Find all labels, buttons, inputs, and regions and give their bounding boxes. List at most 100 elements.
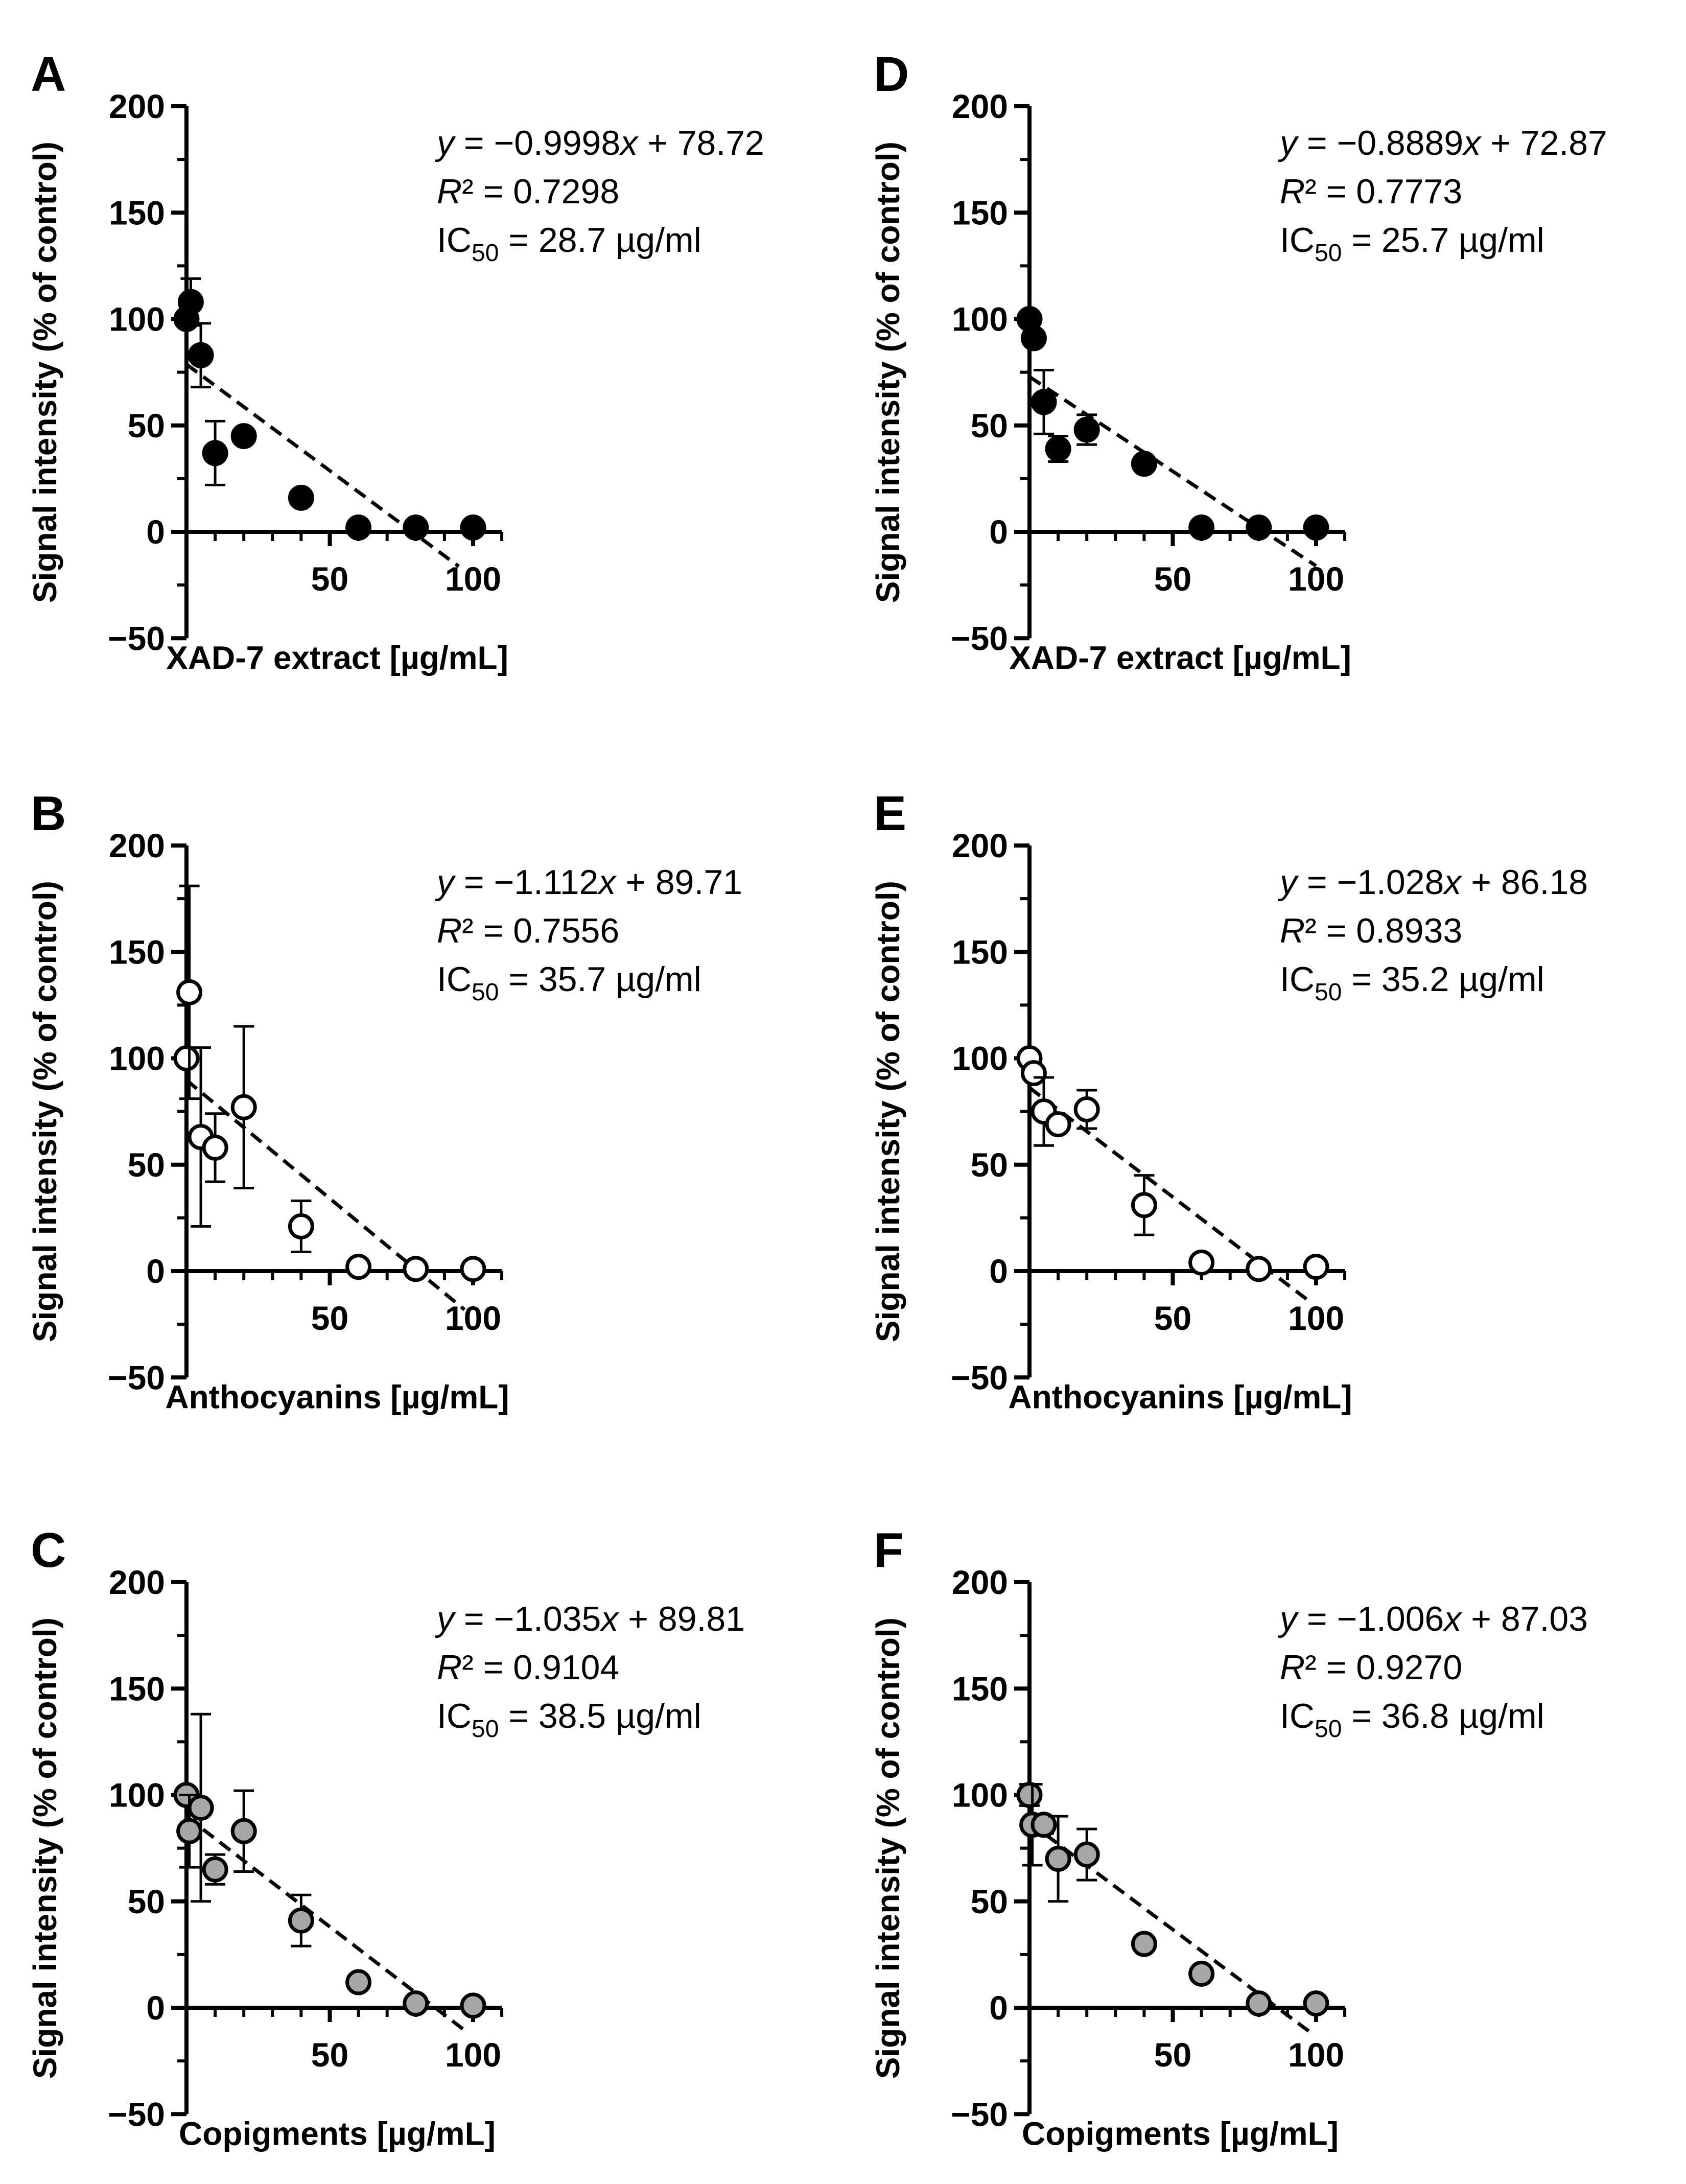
x-tick-label: 50 <box>1154 560 1191 598</box>
y-tick-label: 50 <box>128 1883 165 1920</box>
data-point <box>288 1907 314 1934</box>
y-tick-label: 0 <box>989 1252 1008 1290</box>
y-axis-title: Signal intensity (% of control) <box>27 142 63 603</box>
ic50-label: IC <box>437 1697 472 1735</box>
eq-x-var: x <box>1462 124 1482 162</box>
r2-label: R <box>437 911 462 950</box>
panel-f: F 200 150 100 50 0 −50 50 100 Copigments [µg/mL] S… <box>870 1523 1588 2152</box>
ic50-line: IC50 = 36.8 µg/ml <box>1280 1697 1544 1743</box>
data-point <box>230 423 257 450</box>
data-point <box>1031 389 1057 415</box>
x-axis-title: XAD-7 extract [µg/mL] <box>166 639 508 676</box>
r2-label: R <box>437 1648 462 1687</box>
y-tick-label: −50 <box>108 2095 165 2133</box>
data-point <box>403 1256 429 1282</box>
data-point <box>460 1992 486 2019</box>
y-tick-label: 200 <box>952 1563 1008 1601</box>
y-tick-label: 200 <box>952 827 1008 864</box>
y-tick-label: 150 <box>952 194 1008 231</box>
data-point <box>1246 1256 1272 1282</box>
eq-x-var: x <box>1442 1600 1462 1638</box>
eq-x-var: x <box>1442 863 1462 902</box>
x-axis-title: XAD-7 extract [µg/mL] <box>1009 639 1351 676</box>
ic50-subscript: 50 <box>1315 240 1342 267</box>
eq-slope: = −1.035 <box>454 1600 601 1638</box>
equation-line: y = −0.9998x + 78.72 <box>435 124 764 162</box>
eq-x-var: x <box>597 863 617 902</box>
y-tick-label: 0 <box>989 513 1008 551</box>
y-tick-label: 0 <box>989 1989 1008 2027</box>
ic50-value: = 38.5 µg/ml <box>499 1697 701 1735</box>
y-axis-title: Signal intensity (% of control) <box>870 1617 906 2079</box>
r2-label: R <box>1280 911 1305 950</box>
y-tick-label: 200 <box>109 827 165 864</box>
eq-y-var: y <box>1278 1600 1299 1638</box>
r2-value: ² = 0.7556 <box>462 911 619 950</box>
ic50-line: IC50 = 35.2 µg/ml <box>1280 960 1544 1006</box>
data-point <box>1016 1782 1043 1808</box>
data-point <box>177 289 204 315</box>
y-tick-label: 0 <box>146 1989 165 2027</box>
ic50-subscript: 50 <box>472 240 499 267</box>
y-axis-title: Signal intensity (% of control) <box>870 881 906 1342</box>
eq-intercept: + 72.87 <box>1481 124 1607 162</box>
y-tick-label: 150 <box>109 194 165 231</box>
data-point <box>202 1856 228 1883</box>
eq-slope: = −1.006 <box>1297 1600 1444 1638</box>
eq-y-var: y <box>1278 124 1299 162</box>
x-axis-title: Copigments [µg/mL] <box>179 2115 496 2152</box>
data-point <box>173 1045 200 1071</box>
x-tick-label: 50 <box>311 2036 348 2074</box>
regression-line <box>1028 1821 1312 2034</box>
regression-line <box>1028 375 1317 568</box>
x-tick-label: 100 <box>1288 2036 1344 2074</box>
eq-y-var: y <box>435 863 456 902</box>
data-point <box>1188 1249 1215 1276</box>
data-point <box>288 484 314 511</box>
panel-letter: B <box>31 786 66 841</box>
x-tick-label: 100 <box>1288 1299 1344 1337</box>
data-point <box>1073 1096 1100 1122</box>
data-point <box>1303 514 1329 541</box>
ic50-subscript: 50 <box>472 1716 499 1743</box>
data-point <box>288 1213 314 1240</box>
y-tick-label: 50 <box>971 1146 1008 1184</box>
eq-y-var: y <box>1278 863 1299 902</box>
r-squared-line: R² = 0.7556 <box>437 911 619 950</box>
panel-d: D 200 150 100 50 0 −50 50 100 XAD-7 extract [µg/m… <box>870 47 1607 676</box>
eq-intercept: + 86.18 <box>1461 863 1588 902</box>
data-point <box>403 1990 429 2017</box>
data-point <box>1031 1812 1057 1838</box>
data-point <box>1188 514 1215 541</box>
r2-label: R <box>437 172 462 211</box>
y-tick-label: −50 <box>108 619 165 657</box>
ic50-line: IC50 = 28.7 µg/ml <box>437 221 701 267</box>
ic50-subscript: 50 <box>472 979 499 1006</box>
y-tick-label: 50 <box>971 407 1008 444</box>
panel-a: A 200 150 100 50 0 −50 50 100 XAD-7 extract [µg/m… <box>27 47 764 676</box>
ic50-value: = 36.8 µg/ml <box>1342 1697 1544 1735</box>
y-tick-label: −50 <box>951 2095 1008 2133</box>
data-point <box>1020 325 1047 351</box>
data-point <box>345 1969 372 1995</box>
ic50-value: = 35.7 µg/ml <box>499 960 701 999</box>
ic50-subscript: 50 <box>1315 979 1342 1006</box>
data-point <box>1303 1990 1329 2017</box>
y-axis-title: Signal intensity (% of control) <box>870 142 906 603</box>
r2-label: R <box>1280 172 1305 211</box>
equation-line: y = −0.8889x + 72.87 <box>1278 124 1607 162</box>
y-tick-label: 200 <box>109 1563 165 1601</box>
x-tick-label: 50 <box>1154 1299 1191 1337</box>
y-tick-label: 150 <box>952 933 1008 971</box>
equation-line: y = −1.035x + 89.81 <box>435 1600 745 1638</box>
y-tick-label: −50 <box>951 619 1008 657</box>
ic50-label: IC <box>1280 221 1315 260</box>
x-tick-label: 50 <box>311 1299 348 1337</box>
data-point <box>1246 514 1272 541</box>
eq-intercept: + 89.81 <box>618 1600 745 1638</box>
equation-line: y = −1.006x + 87.03 <box>1278 1600 1588 1638</box>
ic50-label: IC <box>437 221 472 260</box>
x-tick-label: 100 <box>445 560 501 598</box>
y-tick-label: 100 <box>109 1776 165 1814</box>
